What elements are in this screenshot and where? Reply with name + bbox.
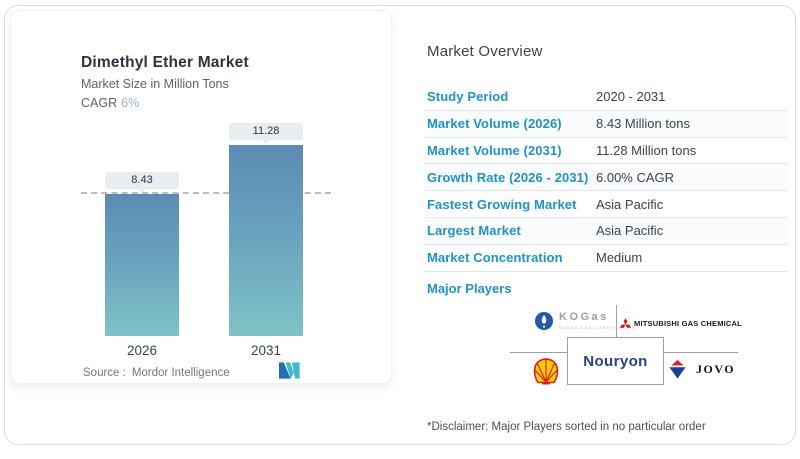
logo-grid-line-left (510, 352, 567, 353)
nouryon-wordmark: Nouryon (583, 352, 648, 370)
major-players-label: Major Players (427, 281, 512, 296)
row-value: 11.28 Million tons (596, 142, 697, 158)
row-value: 2020 - 2031 (596, 89, 666, 105)
row-label: Fastest Growing Market (427, 196, 577, 212)
mitsubishi-mark-icon (620, 318, 631, 328)
kogas-logo[interactable]: KOGas KOREA GAS CORPORATION (535, 311, 636, 330)
source-label: Source : (83, 367, 126, 379)
row-label: Market Concentration (427, 250, 563, 266)
x-axis-label: 2026 (126, 343, 158, 358)
mitsubishi-wordmark: MITSUBISHI GAS CHEMICAL (634, 318, 742, 328)
row-value: Asia Pacific (596, 196, 664, 212)
chart-title: Dimethyl Ether Market (81, 54, 249, 71)
reference-dashed-line (81, 192, 331, 194)
row-label: Largest Market (427, 223, 521, 239)
chart-panel: Dimethyl Ether Market Market Size in Mil… (10, 10, 392, 384)
kogas-wordmark: KOGas KOREA GAS CORPORATION (559, 311, 637, 330)
overview-table: Study Period 2020 - 2031 Market Volume (… (425, 84, 788, 272)
nouryon-logo[interactable]: Nouryon (567, 337, 664, 385)
shell-pecten-icon[interactable] (531, 357, 561, 385)
source-attribution: Source : Mordor Intelligence (83, 367, 230, 379)
row-label: Market Volume (2031) (427, 142, 562, 158)
x-axis-label: 2031 (250, 343, 282, 358)
bar-2031[interactable] (229, 145, 303, 336)
table-row: Growth Rate (2026 - 2031) 6.00% CAGR (425, 164, 788, 192)
table-row: Market Concentration Medium (425, 245, 788, 272)
source-value: Mordor Intelligence (131, 367, 230, 379)
jovo-logo[interactable]: JOVO (667, 360, 735, 379)
chart-cagr: CAGR 6% (81, 96, 139, 110)
cagr-value: 6% (121, 96, 140, 110)
mordor-intelligence-logo-icon (279, 362, 300, 379)
table-row: Market Volume (2026) 8.43 Million tons (425, 110, 788, 138)
bar-data-label: 8.43 (105, 172, 179, 193)
row-value: Asia Pacific (596, 223, 664, 239)
mitsubishi-gas-chemical-logo[interactable]: MITSUBISHI GAS CHEMICAL (620, 318, 742, 328)
jovo-wordmark: JOVO (696, 362, 736, 376)
row-label: Study Period (427, 89, 509, 105)
row-value: 6.00% CAGR (596, 169, 675, 185)
bar-data-label: 11.28 (229, 123, 303, 144)
row-label: Growth Rate (2026 - 2031) (427, 169, 589, 185)
logo-grid-line-right (664, 352, 738, 353)
disclaimer-text: *Disclaimer: Major Players sorted in no … (427, 421, 706, 433)
row-value: 8.43 Million tons (596, 116, 690, 132)
table-row: Largest Market Asia Pacific (425, 217, 788, 245)
row-label: Market Volume (2026) (427, 116, 562, 132)
bar-2026[interactable] (105, 194, 179, 336)
overview-title: Market Overview (427, 43, 543, 60)
logo-grid-vertical-divider (616, 305, 617, 337)
row-value: Medium (596, 250, 643, 266)
cagr-label: CAGR (81, 96, 118, 110)
table-row: Fastest Growing Market Asia Pacific (425, 191, 788, 218)
chart-subtitle: Market Size in Million Tons (81, 77, 229, 91)
jovo-diamond-icon (669, 360, 686, 379)
table-row: Study Period 2020 - 2031 (425, 84, 788, 111)
kogas-circle-icon (535, 312, 553, 330)
table-row: Market Volume (2031) 11.28 Million tons (425, 138, 788, 165)
